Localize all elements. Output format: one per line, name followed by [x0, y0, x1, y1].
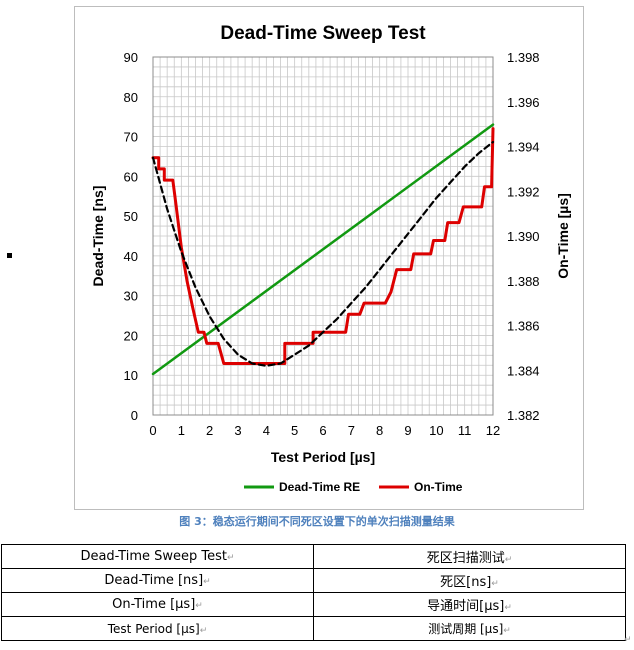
table-row: Dead-Time Sweep Test↵ 死区扫描测试↵: [1, 544, 626, 569]
glossary-en-cell: Dead-Time [ns]↵: [1, 568, 314, 593]
on-time-trend-line: [151, 140, 495, 367]
glossary-zh-cell: 导通时间[µs]↵: [313, 592, 626, 617]
y-right-tick-label: 1.398: [507, 50, 540, 65]
y-right-tick-label: 1.396: [507, 95, 540, 110]
x-tick-label: 2: [206, 423, 213, 438]
glossary-zh-cell: 死区扫描测试↵: [313, 544, 626, 569]
glossary-en-cell: Dead-Time Sweep Test↵: [1, 544, 314, 569]
table-row: Dead-Time [ns]↵ 死区[ns]↵: [1, 568, 626, 593]
y-left-tick-label: 80: [124, 90, 138, 105]
chart-title: Dead-Time Sweep Test: [220, 23, 426, 44]
y-left-tick-label: 10: [124, 368, 138, 383]
x-tick-label: 6: [319, 423, 326, 438]
y-right-tick-label: 1.388: [507, 274, 540, 289]
x-tick-label: 7: [348, 423, 355, 438]
y-right-tick-label: 1.390: [507, 229, 540, 244]
y-right-tick-label: 1.392: [507, 184, 540, 199]
y-right-axis-label: On-Time [µs]: [555, 193, 571, 279]
y-left-tick-label: 70: [124, 130, 138, 145]
y-left-tick-label: 60: [124, 169, 138, 184]
x-tick-label: 3: [234, 423, 241, 438]
y-left-tick-label: 90: [124, 50, 138, 65]
legend-label: Dead-Time RE: [279, 480, 360, 494]
y-left-tick-label: 50: [124, 209, 138, 224]
x-tick-label: 12: [486, 423, 500, 438]
x-tick-label: 4: [263, 423, 270, 438]
x-tick-label: 9: [404, 423, 411, 438]
y-left-tick-label: 30: [124, 289, 138, 304]
figure-caption: 图 3：稳态运行期间不同死区设置下的单次扫描测量结果: [179, 515, 455, 528]
table-row: On-Time [µs]↵ 导通时间[µs]↵: [1, 592, 626, 617]
glossary-en-cell: On-Time [µs]↵: [1, 592, 314, 617]
on-time-line: [151, 127, 495, 365]
x-tick-label: 1: [178, 423, 185, 438]
y-left-tick-label: 20: [124, 328, 138, 343]
x-tick-label: 11: [458, 423, 472, 438]
glossary-en-cell: Test Period [µs]↵: [1, 616, 314, 641]
y-right-tick-label: 1.394: [507, 140, 540, 155]
y-left-axis-label: Dead-Time [ns]: [90, 186, 106, 287]
y-left-tick-label: 40: [124, 249, 138, 264]
bullet-marker: [7, 253, 12, 258]
glossary-zh-cell: 测试周期 [µs]↵: [313, 616, 626, 641]
y-left-tick-label: 0: [131, 408, 138, 423]
table-row: Test Period [µs]↵ 测试周期 [µs]↵: [1, 616, 626, 641]
x-tick-label: 10: [429, 423, 443, 438]
legend-label: On-Time: [414, 480, 463, 494]
end-of-cell-mark: ↵: [624, 634, 632, 644]
plot-border: [152, 56, 494, 416]
dead-time-re-line: [151, 123, 495, 376]
x-tick-label: 8: [376, 423, 383, 438]
glossary-zh-cell: 死区[ns]↵: [313, 568, 626, 593]
x-tick-label: 5: [291, 423, 298, 438]
x-tick-label: 0: [149, 423, 156, 438]
y-right-tick-label: 1.382: [507, 408, 540, 423]
x-axis-label: Test Period [µs]: [271, 449, 375, 465]
y-right-tick-label: 1.386: [507, 319, 540, 334]
y-right-tick-label: 1.384: [507, 363, 540, 378]
glossary-table: Dead-Time Sweep Test↵ 死区扫描测试↵ Dead-Time …: [1, 544, 626, 641]
